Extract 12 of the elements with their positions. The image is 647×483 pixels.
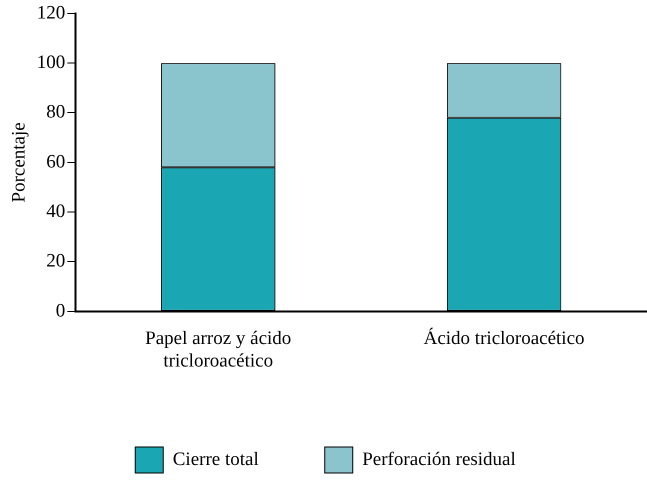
legend-label: Cierre total [172,448,259,470]
y-tick-label: 20 [46,250,66,272]
x-tick-label: Papel arroz y ácido tricloroacético [145,328,292,372]
x-tick-label: Ácido tricloroacético [424,326,585,349]
y-tick-label: 0 [56,300,66,322]
y-tick-label: 100 [36,52,66,74]
y-tick-label: 40 [46,201,66,222]
y-tick-label: 60 [46,151,66,172]
y-tick-label: 120 [36,2,66,24]
y-tick-label: 80 [46,102,66,123]
legend-label: Perforación residual [362,448,516,470]
y-axis-title: Porcentaje [8,122,30,202]
